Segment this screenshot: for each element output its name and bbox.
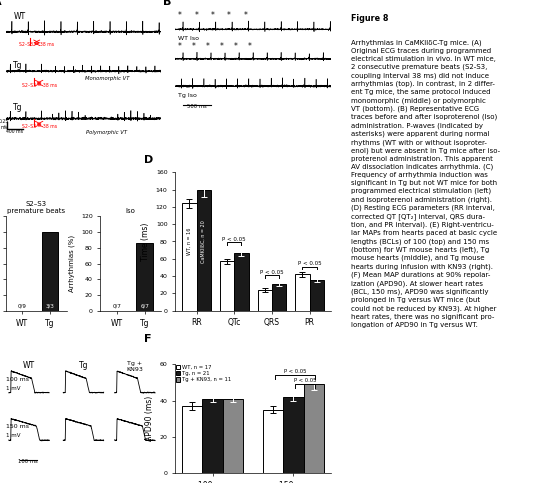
Title: Iso: Iso xyxy=(126,209,136,214)
Text: A: A xyxy=(0,0,2,6)
Text: Tg Iso: Tg Iso xyxy=(179,93,197,98)
Text: E: E xyxy=(0,347,1,357)
Text: Tg: Tg xyxy=(79,361,88,370)
Bar xyxy=(263,410,283,473)
Text: *: * xyxy=(227,11,231,20)
Y-axis label: Time (ms): Time (ms) xyxy=(141,222,150,261)
Text: 0/9: 0/9 xyxy=(18,303,27,309)
Legend: WT, n = 17, Tg, n = 21, Tg + KN93, n = 11: WT, n = 17, Tg, n = 21, Tg + KN93, n = 1… xyxy=(176,365,231,383)
Text: *: * xyxy=(177,42,181,51)
Text: *: * xyxy=(178,11,182,20)
Text: B: B xyxy=(163,0,171,7)
Text: 0.25
mV: 0.25 mV xyxy=(0,119,9,130)
Y-axis label: Arrhythmias (%): Arrhythmias (%) xyxy=(69,235,75,292)
Text: 3/3: 3/3 xyxy=(46,303,55,309)
Title: S2–S3
premature beats: S2–S3 premature beats xyxy=(7,201,65,214)
Text: *: * xyxy=(243,11,247,20)
Text: P < 0.05: P < 0.05 xyxy=(298,261,321,266)
Text: CaMKIIδC, n = 20: CaMKIIδC, n = 20 xyxy=(201,220,206,263)
Text: *: * xyxy=(234,42,238,51)
Text: Polymorphic VT: Polymorphic VT xyxy=(86,130,127,135)
Text: *: * xyxy=(248,42,252,51)
Bar xyxy=(182,406,203,473)
Text: P < 0.05: P < 0.05 xyxy=(260,270,283,275)
Bar xyxy=(283,397,304,473)
Text: P < 0.05: P < 0.05 xyxy=(223,237,246,242)
Text: Figure 8: Figure 8 xyxy=(351,14,388,23)
Text: P < 0.05: P < 0.05 xyxy=(294,378,316,384)
Text: S2–S3 = 38 ms: S2–S3 = 38 ms xyxy=(19,43,54,47)
Text: 150 ms: 150 ms xyxy=(6,424,28,429)
Text: 100 ms: 100 ms xyxy=(18,459,38,464)
Bar xyxy=(196,190,211,311)
Text: Monomorphic VT: Monomorphic VT xyxy=(85,76,129,81)
Text: 400 ms: 400 ms xyxy=(7,129,23,134)
Text: *: * xyxy=(210,11,214,20)
Bar xyxy=(258,290,272,311)
Text: *: * xyxy=(191,42,195,51)
Text: Arrhythmias in CaMKIIδC-Tg mice. (A)
Original ECG traces during programmed
elect: Arrhythmias in CaMKIIδC-Tg mice. (A) Ori… xyxy=(351,40,500,327)
Bar xyxy=(203,399,223,473)
Text: WT Iso: WT Iso xyxy=(179,36,199,42)
Text: *: * xyxy=(220,42,224,51)
Text: 100 ms: 100 ms xyxy=(6,377,28,382)
Text: WT: WT xyxy=(23,361,35,370)
Text: P < 0.05: P < 0.05 xyxy=(284,369,306,374)
Bar xyxy=(304,384,324,473)
Text: 1 mV: 1 mV xyxy=(6,433,20,439)
Text: 1 mV: 1 mV xyxy=(6,385,20,391)
Bar xyxy=(223,399,243,473)
Text: WT, n = 16: WT, n = 16 xyxy=(187,228,192,255)
Text: D: D xyxy=(144,156,153,166)
Bar xyxy=(182,203,196,311)
Bar xyxy=(272,284,286,311)
Text: *: * xyxy=(206,42,209,51)
Bar xyxy=(136,243,153,311)
Text: S2–S3 = 38 ms: S2–S3 = 38 ms xyxy=(22,124,56,128)
Text: S2–S3 = 38 ms: S2–S3 = 38 ms xyxy=(22,83,56,87)
Bar xyxy=(310,281,324,311)
Text: Tg +
KN93: Tg + KN93 xyxy=(127,361,143,372)
Y-axis label: APD90 (ms): APD90 (ms) xyxy=(145,396,154,441)
Bar xyxy=(234,253,248,311)
Text: 0/7: 0/7 xyxy=(113,303,121,309)
Text: 6/7: 6/7 xyxy=(140,303,149,309)
Bar xyxy=(42,232,59,311)
Text: *: * xyxy=(194,11,198,20)
Text: Tg: Tg xyxy=(13,103,23,112)
Text: 500 ms: 500 ms xyxy=(187,104,207,110)
Bar xyxy=(220,261,234,311)
Text: Tg: Tg xyxy=(13,61,23,70)
Text: WT: WT xyxy=(13,12,26,21)
Text: F: F xyxy=(144,335,152,344)
Bar xyxy=(295,274,310,311)
